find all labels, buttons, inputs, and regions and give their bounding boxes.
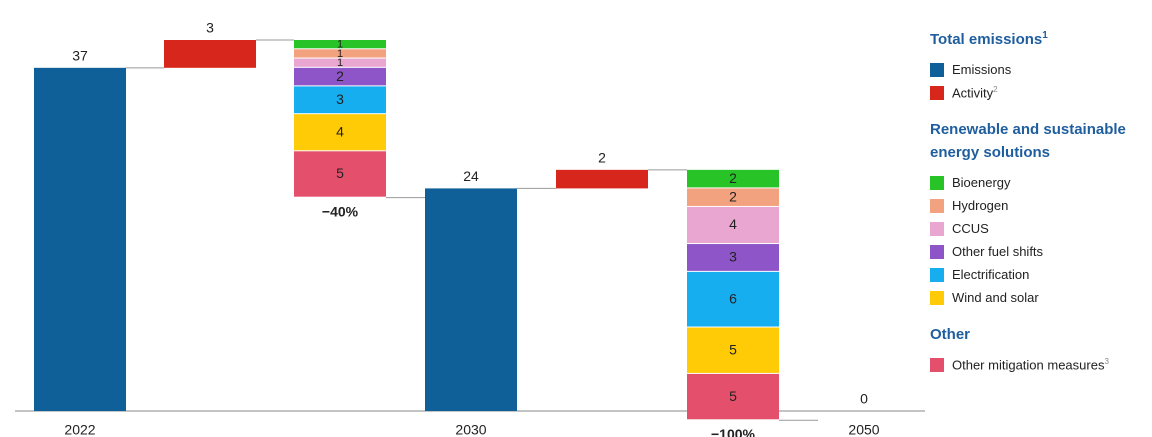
legend-swatch bbox=[930, 198, 944, 213]
data-label: 2 bbox=[729, 188, 737, 204]
legend-swatch bbox=[930, 221, 944, 236]
category-label: −40% bbox=[322, 203, 359, 219]
legend: Total emissions1 Emissions Activity2 Renewa… bbox=[930, 24, 1145, 390]
legend-text: Other mitigation measures bbox=[952, 357, 1105, 373]
legend-group: Renewable and sustainable energy solutio… bbox=[930, 118, 1145, 309]
bar-segment bbox=[294, 49, 386, 58]
bar-segment bbox=[294, 40, 386, 49]
legend-swatch bbox=[930, 62, 944, 77]
category-label: 2022 bbox=[64, 422, 95, 437]
legend-item: CCUS bbox=[930, 217, 1145, 240]
bar bbox=[556, 169, 648, 189]
bar-segment bbox=[687, 169, 779, 188]
legend-item: Hydrogen bbox=[930, 194, 1145, 217]
legend-label: Bioenergy bbox=[952, 175, 1011, 190]
data-label: 0 bbox=[860, 391, 868, 407]
bar-segment bbox=[687, 373, 779, 420]
data-label: 2 bbox=[729, 170, 737, 186]
legend-item: Other fuel shifts bbox=[930, 240, 1145, 263]
legend-label: Emissions bbox=[952, 62, 1011, 77]
data-label: 5 bbox=[729, 388, 737, 404]
data-label: 5 bbox=[729, 341, 737, 357]
legend-text: Hydrogen bbox=[952, 198, 1009, 213]
legend-label: CCUS bbox=[952, 221, 989, 236]
bar-segment bbox=[294, 114, 386, 151]
data-label: 2 bbox=[598, 150, 606, 166]
legend-item: Electrification bbox=[930, 263, 1145, 286]
footnote-mark: 2 bbox=[993, 84, 998, 94]
legend-label: Other fuel shifts bbox=[952, 244, 1043, 259]
legend-text: Emissions bbox=[952, 62, 1012, 77]
data-label: 37 bbox=[72, 48, 88, 64]
category-label: −100% bbox=[711, 426, 756, 437]
legend-label: Hydrogen bbox=[952, 198, 1008, 213]
bar bbox=[425, 188, 517, 411]
legend-swatch bbox=[930, 357, 944, 372]
category-label: 2030 bbox=[455, 422, 486, 437]
legend-label: Other mitigation measures3 bbox=[952, 357, 1109, 372]
bar-segment bbox=[687, 327, 779, 373]
data-label: 24 bbox=[463, 168, 479, 184]
legend-item: Emissions bbox=[930, 58, 1145, 81]
bar-segment bbox=[294, 67, 386, 86]
legend-item: Wind and solar bbox=[930, 286, 1145, 309]
legend-title-text: Total emissions bbox=[930, 31, 1043, 48]
legend-group-title: Renewable and sustainable energy solutio… bbox=[930, 118, 1145, 164]
legend-swatch bbox=[930, 267, 944, 282]
data-label: 2 bbox=[336, 68, 344, 84]
category-label: 2050 bbox=[848, 422, 879, 437]
legend-text: Other fuel shifts bbox=[952, 244, 1044, 259]
bar bbox=[34, 67, 126, 411]
bar-segment bbox=[294, 86, 386, 114]
data-label: 4 bbox=[336, 123, 344, 139]
legend-group: Other Other mitigation measures3 bbox=[930, 323, 1145, 376]
legend-text: CCUS bbox=[952, 221, 989, 236]
legend-group-title: Other bbox=[930, 323, 1145, 346]
legend-group: Total emissions1 Emissions Activity2 bbox=[930, 24, 1145, 104]
data-label: 3 bbox=[729, 249, 737, 265]
legend-label: Wind and solar bbox=[952, 290, 1039, 305]
legend-text: Activity bbox=[952, 85, 994, 101]
bar-segment bbox=[294, 58, 386, 67]
data-label: 5 bbox=[336, 165, 344, 181]
bar bbox=[164, 40, 256, 68]
chart: 37202231112345−40%24203022243655−100%020… bbox=[15, 20, 925, 437]
data-label: 1 bbox=[337, 57, 343, 69]
bar-segment bbox=[687, 244, 779, 271]
bar-segment bbox=[687, 206, 779, 244]
footnote-mark: 1 bbox=[1042, 30, 1048, 41]
legend-item: Bioenergy bbox=[930, 171, 1145, 194]
bar-segment bbox=[294, 151, 386, 197]
legend-swatch bbox=[930, 175, 944, 190]
legend-title-text: Renewable and sustainable energy solutio… bbox=[930, 121, 1126, 161]
data-label: 4 bbox=[729, 216, 737, 232]
data-label: 1 bbox=[337, 39, 343, 51]
footnote-mark: 3 bbox=[1104, 356, 1109, 366]
data-label: 3 bbox=[206, 20, 214, 36]
data-label: 1 bbox=[337, 48, 343, 60]
data-label: 3 bbox=[336, 91, 344, 107]
legend-text: Wind and solar bbox=[952, 290, 1039, 305]
bar-segment bbox=[687, 271, 779, 327]
legend-group-title: Total emissions1 bbox=[930, 24, 1145, 51]
legend-title-text: Other bbox=[930, 326, 971, 343]
legend-item: Activity2 bbox=[930, 81, 1145, 104]
data-label: 6 bbox=[729, 290, 737, 306]
legend-item: Other mitigation measures3 bbox=[930, 353, 1145, 376]
bar-segment bbox=[687, 188, 779, 206]
legend-text: Electrification bbox=[952, 267, 1030, 282]
legend-swatch bbox=[930, 244, 944, 259]
legend-swatch bbox=[930, 85, 944, 100]
legend-label: Electrification bbox=[952, 267, 1029, 282]
legend-label: Activity2 bbox=[952, 85, 998, 100]
legend-swatch bbox=[930, 290, 944, 305]
legend-text: Bioenergy bbox=[952, 175, 1011, 190]
